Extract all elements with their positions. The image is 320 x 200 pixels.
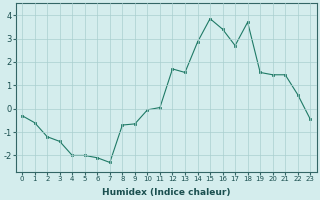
- X-axis label: Humidex (Indice chaleur): Humidex (Indice chaleur): [102, 188, 230, 197]
